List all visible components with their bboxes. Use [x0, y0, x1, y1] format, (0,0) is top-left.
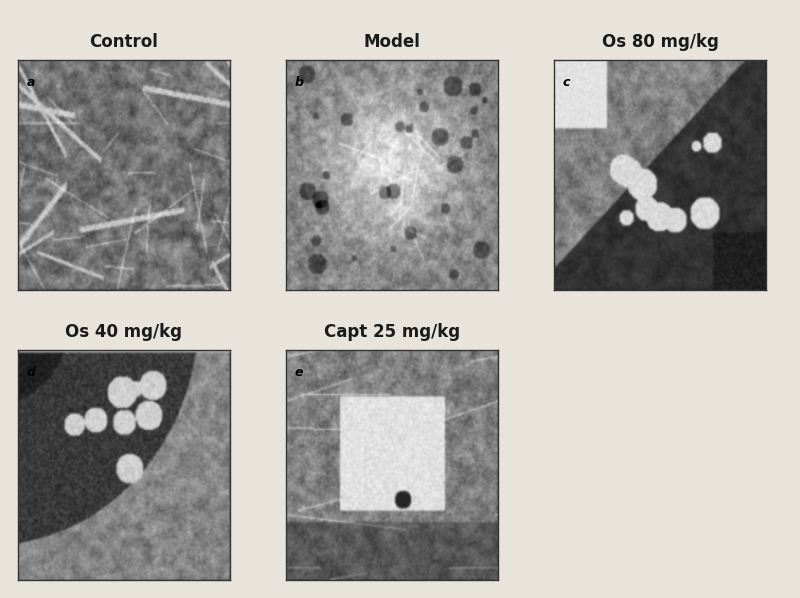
Text: a: a — [26, 76, 35, 89]
Text: Capt 25 mg/kg: Capt 25 mg/kg — [324, 323, 460, 341]
Text: d: d — [26, 366, 35, 379]
Text: c: c — [562, 76, 570, 89]
Text: b: b — [294, 76, 303, 89]
Text: Os 40 mg/kg: Os 40 mg/kg — [66, 323, 182, 341]
Text: e: e — [294, 366, 303, 379]
Text: Model: Model — [363, 33, 421, 51]
Text: Os 80 mg/kg: Os 80 mg/kg — [602, 33, 718, 51]
Text: Control: Control — [90, 33, 158, 51]
